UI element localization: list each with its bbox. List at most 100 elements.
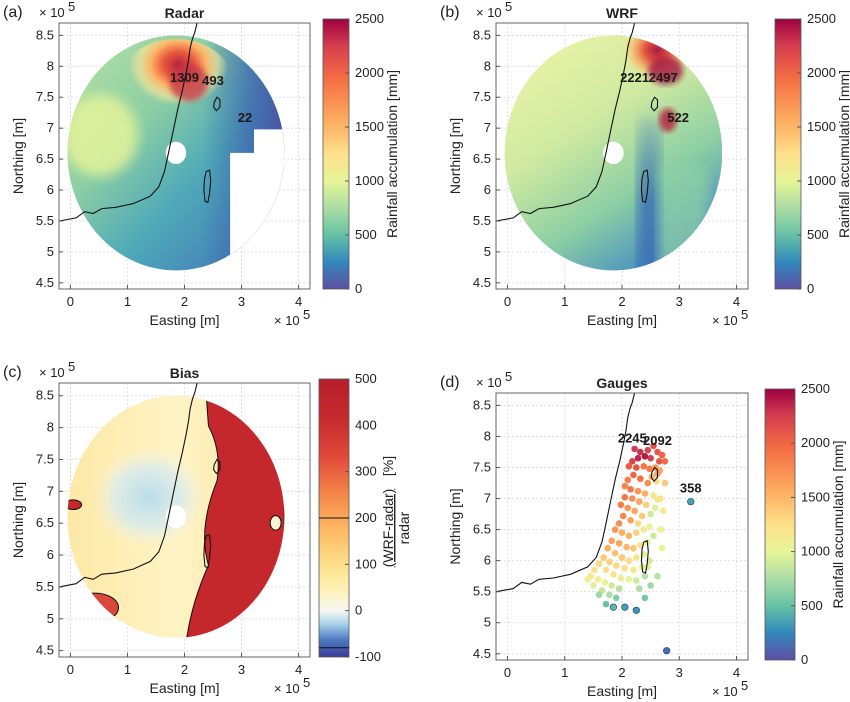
gauge-point: [644, 563, 652, 571]
panel-label: (d): [440, 374, 460, 391]
x-exponent-label: × 10: [274, 313, 300, 328]
colorbar-ramp: [774, 18, 802, 290]
gauge-point: [650, 492, 657, 499]
y-tick-label: 7.5: [36, 451, 54, 466]
gauge-point: [602, 600, 610, 608]
colorbar-tick-label: 2000: [801, 435, 830, 450]
panel-wrf: 2221 2497 522 0 1 2 3 4 4.5 5 5.5 6 6.5 7 7.5 8 8.5 WRF Ea…: [440, 0, 850, 328]
x-exponent-label: × 10: [712, 684, 738, 699]
coastline: [59, 383, 198, 588]
x-tick-label: 0: [504, 294, 511, 309]
y-tick-label: 5: [47, 244, 54, 259]
y-exponent-power: 5: [505, 0, 512, 14]
x-tick-label: 3: [238, 294, 245, 309]
colorbar-label-denominator: radar: [396, 511, 412, 544]
gauge-point: [621, 564, 629, 572]
gauge-point: [631, 445, 638, 453]
gauge-point: [646, 465, 653, 473]
gauge-point: [641, 572, 649, 580]
gauge-point: [621, 494, 629, 501]
value-annotation: 493: [202, 73, 224, 88]
y-tick-label: 8.5: [36, 388, 54, 403]
gauge-point: [617, 574, 625, 582]
gauge-point: [615, 520, 623, 527]
x-tick-label: 3: [676, 665, 683, 680]
sea-of-galilee: [213, 458, 221, 475]
panel-label: (b): [440, 4, 460, 21]
colorbar-tick-label: -100: [355, 649, 381, 664]
y-tick-label: 8: [47, 58, 54, 73]
colorbar-tick-label: 1500: [807, 119, 836, 134]
gauge-point: [627, 485, 634, 493]
y-tick-label: 7: [47, 120, 54, 135]
gauge-point: [658, 544, 666, 552]
value-annotation: 522: [667, 110, 689, 125]
gauge-point: [630, 471, 637, 479]
colorbar-label-unit: [%]: [380, 456, 396, 476]
field-core: [648, 56, 684, 85]
colorbar: 0 500 1000 1500 2000 2500 Rainfall accumulatio…: [764, 381, 846, 667]
gauge-point: [661, 479, 669, 487]
colorbar-tick-label: 500: [801, 598, 823, 613]
gauge-point: [644, 446, 652, 454]
field-core: [659, 108, 677, 132]
gauge-point: [637, 541, 644, 549]
gauge-point: [629, 458, 636, 465]
x-axis-label: Easting [m]: [587, 312, 657, 328]
y-axis-label: Northing [m]: [10, 482, 26, 558]
gauge-point: [644, 479, 652, 487]
gauge-point: [631, 507, 638, 515]
y-tick-label: 7: [47, 483, 54, 498]
gauge-point: [629, 495, 636, 502]
gauge-point: [618, 529, 626, 537]
gauge-point: [600, 554, 607, 561]
field-positive-east: [186, 395, 285, 638]
dead-sea: [203, 533, 212, 569]
colorbar-tick-label: 200: [355, 510, 377, 525]
colorbar-tick-label: 1000: [807, 173, 836, 188]
y-tick-label: 8: [47, 420, 54, 435]
field-core: [169, 63, 209, 102]
x-exponent-power: 5: [303, 307, 310, 322]
gauge-point: [630, 566, 637, 574]
bias-contour: [186, 395, 285, 638]
colorbar-label: Rainfall accumulation [mm]: [384, 70, 400, 238]
coastline: [59, 23, 198, 222]
colorbar-tick-label: 0: [801, 652, 808, 667]
y-exponent-label: × 10: [39, 365, 65, 380]
gauge-point: [609, 603, 618, 611]
y-tick-label: 5.5: [473, 584, 491, 599]
gauge-point: [584, 575, 591, 583]
gauge-point: [640, 526, 648, 533]
y-tick-label: 5.5: [36, 213, 54, 228]
colorbar-tick-label: 500: [355, 371, 377, 386]
dead-sea: [203, 169, 212, 204]
colorbar: 0 500 1000 1500 2000 2500 Rainfall accumulatio…: [774, 11, 850, 296]
x-tick-label: 3: [238, 662, 245, 677]
y-tick-label: 4.5: [36, 643, 54, 658]
colorbar-tick-label: 1000: [801, 544, 830, 559]
panel-radar: 1309 493 22 0 1 2 3 4 4.5 5 5.5 6 6.5 7 7.5 8 8.5 Radar Ea…: [3, 0, 400, 328]
x-exponent-power: 5: [741, 307, 748, 322]
x-exponent-power: 5: [303, 675, 310, 690]
y-tick-label: 7.5: [473, 460, 491, 475]
colorbar-ramp: [764, 388, 796, 661]
y-exponent-label: × 10: [39, 5, 65, 20]
dead-sea: [640, 540, 649, 574]
gauge-point: [650, 532, 657, 540]
gauge-point: [625, 462, 633, 470]
y-tick-label: 6.5: [36, 151, 54, 166]
colorbar-tick-label: 2500: [807, 11, 836, 26]
y-tick-label: 7.5: [36, 89, 54, 104]
x-axis-label: Easting [m]: [587, 683, 657, 699]
y-tick-label: 8: [484, 58, 491, 73]
gauge-point: [642, 501, 650, 509]
colorbar-tick-label: 0: [807, 281, 814, 296]
gauge-point: [590, 582, 597, 589]
x-tick-label: 1: [561, 665, 568, 680]
y-exponent-power: 5: [68, 359, 75, 374]
gauge-point: [619, 512, 627, 520]
y-tick-label: 8.5: [473, 397, 491, 412]
gauge-point: [617, 501, 625, 509]
y-tick-label: 4.5: [36, 275, 54, 290]
